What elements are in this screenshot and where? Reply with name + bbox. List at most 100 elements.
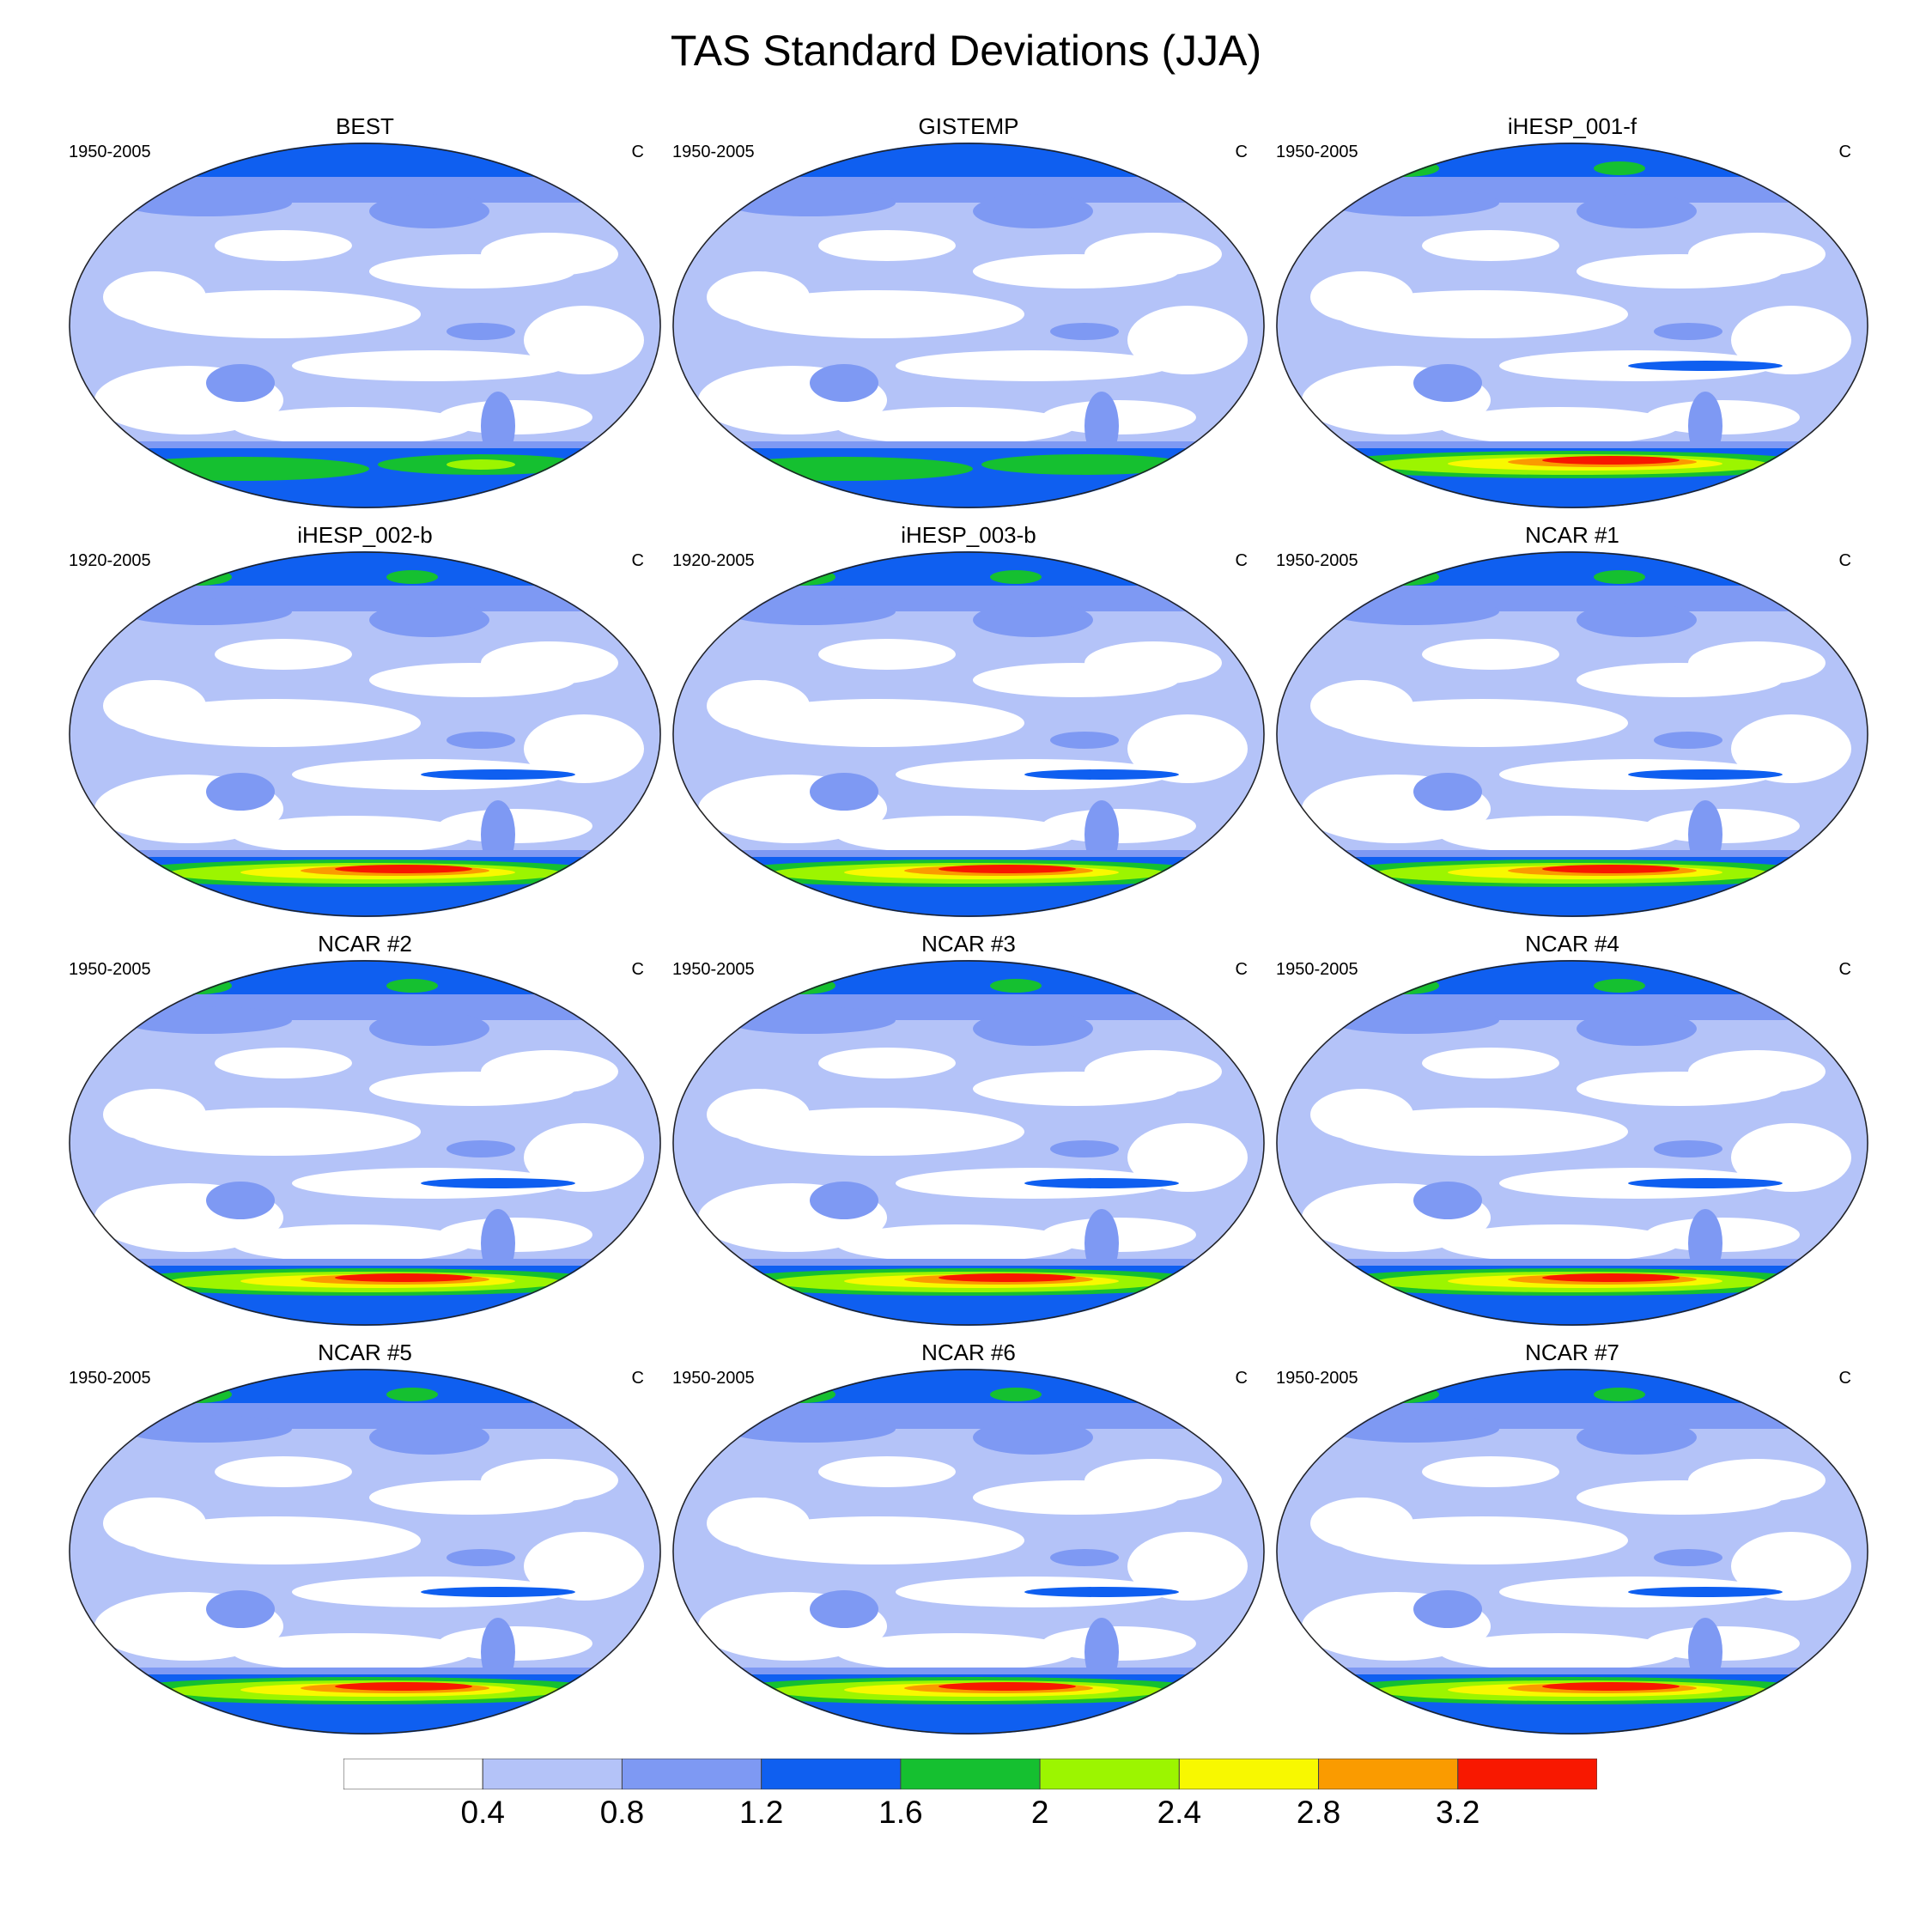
canada-hotspot bbox=[386, 979, 438, 993]
low-variability-region bbox=[1042, 400, 1196, 434]
low-variability-region bbox=[835, 1224, 1076, 1262]
low-variability-region bbox=[818, 230, 956, 261]
australia-region bbox=[1413, 364, 1482, 402]
north-america-region bbox=[973, 1420, 1093, 1455]
panel-period: 1950-2005 bbox=[672, 1369, 755, 1388]
map-panel: NCAR #6 1950-2005 C bbox=[672, 1340, 1265, 1735]
arctic-band bbox=[69, 143, 661, 177]
low-variability-region bbox=[438, 1626, 592, 1661]
map-panel: NCAR #7 1950-2005 C bbox=[1276, 1340, 1868, 1735]
antarctic-red bbox=[1542, 1682, 1680, 1691]
low-variability-region bbox=[835, 1633, 1076, 1671]
australia-region bbox=[810, 773, 878, 811]
siberia-hotspot bbox=[767, 1386, 835, 1403]
low-variability-region bbox=[1422, 639, 1559, 670]
low-variability-region bbox=[1439, 1633, 1680, 1671]
colorbar-label: 2 bbox=[1030, 1795, 1049, 1830]
australia-region bbox=[810, 1590, 878, 1628]
equatorial-pacific-band bbox=[1024, 1587, 1179, 1597]
low-variability-region bbox=[1084, 1459, 1222, 1502]
map-projection bbox=[672, 960, 1265, 1326]
low-variability-region bbox=[292, 350, 567, 381]
map-outline bbox=[672, 551, 1265, 917]
low-variability-region bbox=[1688, 1050, 1826, 1093]
map-panel: iHESP_003-b 1920-2005 C bbox=[672, 522, 1265, 917]
map-projection bbox=[69, 1369, 661, 1735]
eurasia-region bbox=[1327, 598, 1499, 625]
low-variability-region bbox=[835, 816, 1076, 854]
east-pacific-region bbox=[1654, 323, 1722, 340]
colorbar-swatch bbox=[343, 1759, 483, 1789]
southern-ocean-edge bbox=[1276, 1668, 1868, 1674]
map-outline bbox=[1276, 960, 1868, 1326]
panel-title: iHESP_003-b bbox=[901, 522, 1036, 548]
east-pacific-region bbox=[1654, 1140, 1722, 1157]
low-variability-region bbox=[818, 1456, 956, 1487]
equatorial-pacific-band bbox=[1024, 769, 1179, 780]
equatorial-pacific-band bbox=[1628, 1178, 1783, 1188]
colorbar-label: 0.4 bbox=[460, 1795, 505, 1830]
australia-region bbox=[206, 364, 275, 402]
arctic-band bbox=[1276, 1369, 1868, 1403]
panel-unit: C bbox=[631, 1369, 644, 1388]
eurasia-region bbox=[724, 1006, 896, 1034]
eurasia-region bbox=[724, 1415, 896, 1443]
panel-period: 1920-2005 bbox=[69, 551, 151, 570]
low-variability-region bbox=[103, 680, 206, 732]
low-variability-region bbox=[1439, 1224, 1680, 1262]
eurasia-region bbox=[724, 189, 896, 216]
equatorial-pacific-band bbox=[421, 769, 575, 780]
southern-ocean-edge bbox=[1276, 1259, 1868, 1266]
map-outline bbox=[69, 143, 661, 508]
map-outline bbox=[672, 143, 1265, 508]
arctic-band bbox=[1276, 551, 1868, 586]
southern-ocean-edge bbox=[672, 850, 1265, 857]
panel-title: NCAR #6 bbox=[921, 1340, 1016, 1365]
panel-period: 1950-2005 bbox=[69, 143, 151, 161]
canada-hotspot bbox=[1594, 979, 1645, 993]
southern-ocean-edge bbox=[672, 441, 1265, 448]
panel-title: NCAR #1 bbox=[1525, 522, 1619, 548]
equatorial-pacific-band bbox=[421, 1178, 575, 1188]
map-projection bbox=[1276, 960, 1868, 1326]
low-variability-region bbox=[481, 1050, 618, 1093]
low-variability-region bbox=[707, 1089, 810, 1140]
arctic-band bbox=[69, 551, 661, 586]
map-projection bbox=[1276, 143, 1868, 508]
canada-hotspot bbox=[990, 979, 1042, 993]
canada-hotspot bbox=[990, 1388, 1042, 1401]
low-variability-region bbox=[524, 306, 644, 374]
east-pacific-region bbox=[447, 732, 515, 749]
low-variability-region bbox=[438, 1218, 592, 1252]
low-variability-region bbox=[232, 1633, 472, 1671]
antarctic-red bbox=[1542, 1273, 1680, 1282]
panel-unit: C bbox=[1235, 1369, 1248, 1388]
antarctic-green bbox=[715, 457, 973, 481]
siberia-hotspot bbox=[163, 1386, 232, 1403]
arctic-band bbox=[672, 143, 1265, 177]
low-variability-region bbox=[215, 639, 352, 670]
map-outline bbox=[69, 960, 661, 1326]
low-variability-region bbox=[1127, 1532, 1248, 1601]
low-variability-region bbox=[1688, 1459, 1826, 1502]
east-pacific-region bbox=[447, 323, 515, 340]
low-variability-region bbox=[215, 230, 352, 261]
equatorial-pacific-band bbox=[421, 1587, 575, 1597]
panel-period: 1950-2005 bbox=[69, 1369, 151, 1388]
map-projection bbox=[1276, 1369, 1868, 1735]
antarctic-red bbox=[335, 1682, 472, 1691]
map-projection bbox=[69, 960, 661, 1326]
map-outline bbox=[1276, 143, 1868, 508]
siberia-hotspot bbox=[1370, 160, 1439, 177]
eurasia-region bbox=[120, 189, 292, 216]
panel-period: 1950-2005 bbox=[672, 960, 755, 979]
colorbar-label: 1.6 bbox=[878, 1795, 923, 1830]
low-variability-region bbox=[232, 407, 472, 445]
low-variability-region bbox=[818, 639, 956, 670]
low-variability-region bbox=[1731, 306, 1851, 374]
low-variability-region bbox=[707, 680, 810, 732]
canada-hotspot bbox=[990, 570, 1042, 584]
panel-title: NCAR #2 bbox=[318, 931, 412, 957]
panel-unit: C bbox=[1838, 143, 1851, 161]
panel-period: 1950-2005 bbox=[1276, 551, 1358, 570]
